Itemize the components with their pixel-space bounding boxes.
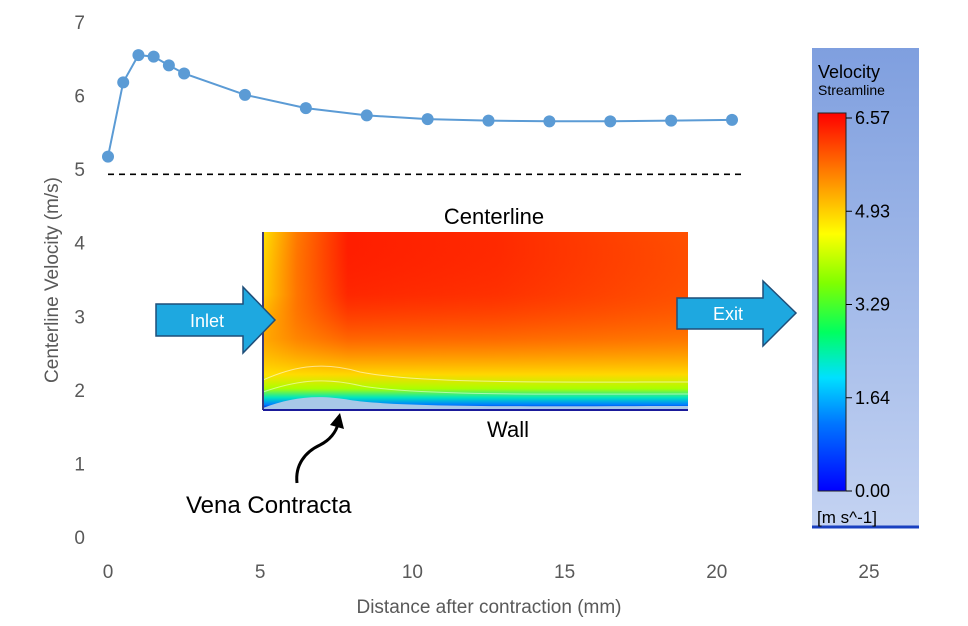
y-axis-title: Centerline Velocity (m/s) [42,177,63,383]
data-point [117,76,130,89]
data-point [665,114,678,127]
colorbar-tick-label: 0.00 [855,481,890,501]
colorbar-gradient [817,112,847,492]
y-tick-label: 2 [74,381,85,402]
y-tick-label: 6 [74,87,85,108]
data-point [147,50,160,63]
x-axis-title: Distance after contraction (mm) [356,597,621,618]
exit-label: Exit [713,304,743,324]
x-tick-label: 15 [554,562,575,583]
colorbar-tick-label: 1.64 [855,388,890,408]
y-tick-label: 5 [74,160,85,181]
vena-contracta-label: Vena Contracta [186,492,352,519]
data-point [299,102,312,115]
colorbar-tick-label: 6.57 [855,108,890,128]
series-markers [102,49,739,163]
data-point [482,114,495,127]
series-line [107,54,733,157]
colorbar-subtitle: Streamline [818,82,885,98]
exit-arrow: Exit [676,279,798,348]
vena-contracta-arrow [295,413,344,484]
data-point [162,59,175,72]
data-point [421,113,434,126]
colorbar-tick-label: 3.29 [855,295,890,315]
x-tick-label: 20 [706,562,727,583]
data-point [604,115,617,128]
colorbar-units: [m s^-1] [817,508,877,527]
x-axis-ticks: 0 5 10 15 20 25 [103,562,880,583]
wall-label: Wall [487,417,529,442]
y-tick-label: 3 [74,307,85,328]
y-axis-ticks: 0 1 2 3 4 5 6 7 [74,13,85,549]
inlet-arrow: Inlet [155,285,277,355]
y-tick-label: 1 [74,454,85,475]
y-tick-label: 7 [74,13,85,34]
x-tick-label: 0 [103,562,114,583]
x-tick-label: 25 [858,562,879,583]
colorbar-title: Velocity [818,62,880,82]
velocity-contour-inset [262,232,689,411]
inlet-label: Inlet [190,311,224,331]
colorbar-ticks: 6.57 4.93 3.29 1.64 0.00 [846,108,890,501]
data-point [360,109,373,122]
colorbar-legend: Velocity Streamline 6.57 4.93 3.29 1.64 0.00… [812,48,919,529]
data-point [726,113,739,126]
data-point [178,67,191,80]
data-point [102,150,114,163]
data-point [238,88,251,101]
colorbar-tick-label: 4.93 [855,201,890,221]
centerline-label: Centerline [444,204,544,229]
y-tick-label: 4 [74,234,85,255]
x-tick-label: 10 [402,562,423,583]
data-point [132,49,145,62]
data-point [543,115,556,128]
x-tick-label: 5 [255,562,266,583]
y-tick-label: 0 [74,528,85,549]
